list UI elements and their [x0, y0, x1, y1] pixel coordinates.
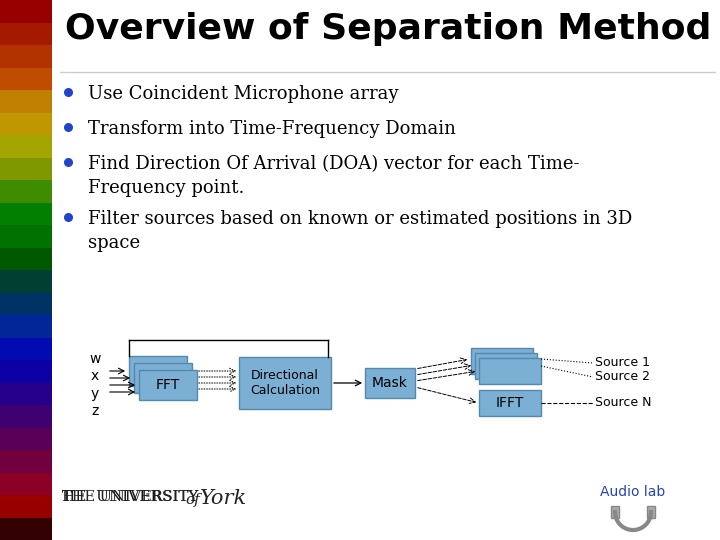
Text: w
x
y
z: w x y z [89, 352, 101, 418]
Bar [0, 382, 52, 406]
Bar [479, 358, 541, 384]
Text: Source 2: Source 2 [595, 370, 650, 383]
Bar [0, 293, 52, 315]
Bar [0, 270, 52, 293]
Text: HE  UNIVERSITY: HE UNIVERSITY [62, 490, 199, 504]
Bar [0, 517, 52, 540]
Bar [139, 370, 197, 400]
Text: Directional
Calculation: Directional Calculation [250, 369, 320, 397]
Bar [0, 0, 52, 23]
Text: Audio lab: Audio lab [600, 485, 665, 499]
Bar [0, 45, 52, 68]
Bar [0, 247, 52, 271]
Bar [611, 506, 619, 518]
Text: T: T [62, 490, 72, 504]
Text: Source 1: Source 1 [595, 356, 650, 369]
Bar [239, 357, 331, 409]
Text: FFT: FFT [156, 378, 180, 392]
Text: Transform into Time-Frequency Domain: Transform into Time-Frequency Domain [88, 120, 456, 138]
Bar [479, 390, 541, 416]
Text: Overview of Separation Method: Overview of Separation Method [65, 12, 711, 46]
Bar [129, 356, 187, 386]
Text: Filter sources based on known or estimated positions in 3D
space: Filter sources based on known or estimat… [88, 210, 632, 252]
Bar [0, 405, 52, 428]
Bar [0, 315, 52, 338]
Bar [0, 225, 52, 248]
Text: Find Direction Of Arrival (DOA) vector for each Time-
Frequency point.: Find Direction Of Arrival (DOA) vector f… [88, 155, 580, 197]
Bar [365, 368, 415, 398]
Bar [0, 23, 52, 45]
Bar [0, 495, 52, 518]
Text: Use Coincident Microphone array: Use Coincident Microphone array [88, 85, 398, 103]
Bar [0, 338, 52, 361]
Text: THE UNIVERSITY: THE UNIVERSITY [62, 490, 198, 504]
Bar [647, 506, 655, 518]
Bar [0, 180, 52, 203]
Text: Source N: Source N [595, 396, 652, 409]
Bar [0, 90, 52, 113]
Bar [0, 135, 52, 158]
Bar [0, 202, 52, 226]
Bar [0, 360, 52, 383]
Bar [0, 0, 52, 540]
Bar [0, 428, 52, 450]
Bar [0, 158, 52, 180]
Bar [0, 472, 52, 496]
Bar [0, 68, 52, 91]
Bar [475, 353, 537, 379]
Bar [134, 363, 192, 393]
Text: IFFT: IFFT [496, 396, 524, 410]
Bar [471, 348, 533, 374]
Bar [0, 450, 52, 473]
Text: York: York [200, 489, 247, 508]
Text: Mask: Mask [372, 376, 408, 390]
Bar [0, 112, 52, 136]
Text: of: of [185, 493, 199, 507]
